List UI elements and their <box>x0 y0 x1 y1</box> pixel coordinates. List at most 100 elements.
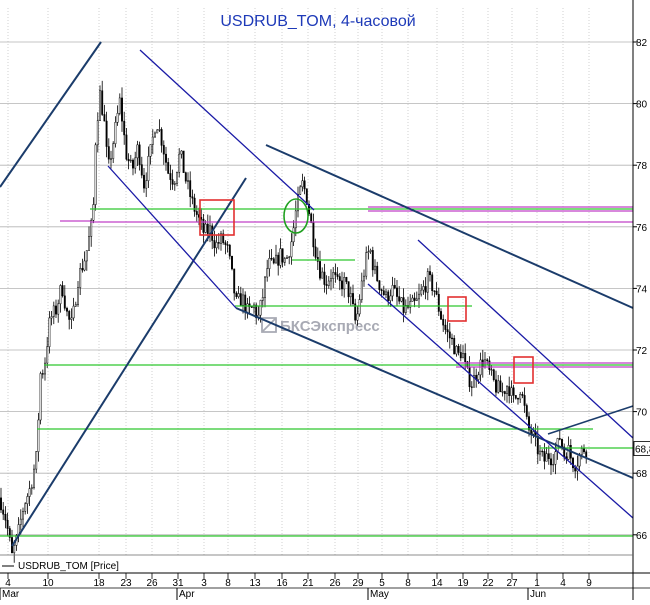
candle-body <box>514 395 517 399</box>
candle-body <box>277 254 280 266</box>
candle <box>363 269 365 287</box>
candle-body <box>398 296 401 302</box>
candle-body <box>217 242 220 244</box>
candle-body <box>151 136 154 145</box>
candle <box>446 319 449 343</box>
candle-body <box>275 254 277 264</box>
candle-body <box>107 146 110 160</box>
candle <box>294 200 297 237</box>
candle <box>158 119 161 133</box>
candle-body <box>389 295 392 301</box>
candle-body <box>116 112 119 123</box>
candle <box>46 336 49 369</box>
y-tick-label: 68 <box>636 469 648 480</box>
candle <box>341 271 343 297</box>
candle-body <box>228 244 231 257</box>
candle-body <box>99 90 101 121</box>
candle-body <box>235 292 238 297</box>
candle-body <box>325 284 328 286</box>
candle-body <box>292 227 295 243</box>
candle <box>68 309 71 330</box>
candle-body <box>48 317 51 347</box>
candle <box>470 381 473 397</box>
candle-body <box>433 290 436 292</box>
channel-line <box>367 283 634 519</box>
candle-body <box>74 304 77 307</box>
candle-body <box>418 293 420 300</box>
candle <box>404 299 407 316</box>
candle <box>266 259 269 282</box>
candle-body <box>147 156 150 181</box>
candle-body <box>261 297 264 301</box>
candle-body <box>101 90 104 115</box>
candle-body <box>55 305 57 315</box>
candle <box>154 131 156 138</box>
candle <box>433 290 436 298</box>
candle <box>547 445 550 465</box>
candle-body <box>191 196 194 199</box>
y-tick-label: 74 <box>636 284 648 295</box>
candle <box>57 299 60 323</box>
candle-body <box>28 488 31 497</box>
candle-body <box>96 120 99 146</box>
candle <box>330 269 332 291</box>
candle-body <box>532 431 535 435</box>
candle-body <box>162 145 165 155</box>
candle-body <box>127 158 130 162</box>
candle-body <box>294 210 297 229</box>
candle-body <box>545 453 548 462</box>
watermark-icon <box>261 317 277 333</box>
candle <box>261 288 264 308</box>
candle-body <box>391 285 394 297</box>
candle <box>0 487 2 514</box>
candle-body <box>52 305 55 317</box>
x-tick-label: 5 <box>379 578 385 589</box>
candle-body <box>541 450 544 453</box>
candle <box>495 370 497 396</box>
candle-body <box>270 258 273 260</box>
candle <box>349 286 352 307</box>
candle-body <box>239 293 242 306</box>
candle-body <box>462 353 464 359</box>
candle-body <box>464 353 467 362</box>
month-label: May <box>370 589 389 600</box>
candle <box>391 276 394 302</box>
candle-body <box>402 297 405 313</box>
candle <box>83 251 86 272</box>
candle-body <box>371 250 374 271</box>
candle-body <box>550 458 552 466</box>
candle <box>371 246 374 277</box>
candle-body <box>385 291 387 296</box>
candle-body <box>521 394 524 396</box>
candle-layer <box>0 80 588 563</box>
candle-body <box>580 448 583 455</box>
candle-body <box>195 211 198 215</box>
candle <box>237 286 240 299</box>
drawing-layer <box>0 41 634 547</box>
candle <box>8 525 11 542</box>
candle <box>70 308 73 330</box>
candle <box>387 289 390 306</box>
y-tick-label: 66 <box>636 531 648 542</box>
candle-body <box>246 303 249 313</box>
candle-body <box>512 387 515 396</box>
x-tick-label: 19 <box>457 578 469 589</box>
candle-body <box>8 528 11 538</box>
candle-body <box>202 219 205 233</box>
candle-body <box>396 287 398 297</box>
candle <box>325 275 328 295</box>
candle <box>365 246 368 280</box>
candle-body <box>497 380 500 393</box>
candle <box>169 164 172 191</box>
candle <box>426 268 429 301</box>
candle <box>336 267 339 280</box>
candle-body <box>242 294 244 306</box>
channel-line <box>139 49 315 211</box>
candle <box>149 144 152 165</box>
candle-body <box>110 158 112 160</box>
candle-body <box>409 301 412 308</box>
month-label: Jun <box>530 589 546 600</box>
x-tick-label: 16 <box>276 578 288 589</box>
